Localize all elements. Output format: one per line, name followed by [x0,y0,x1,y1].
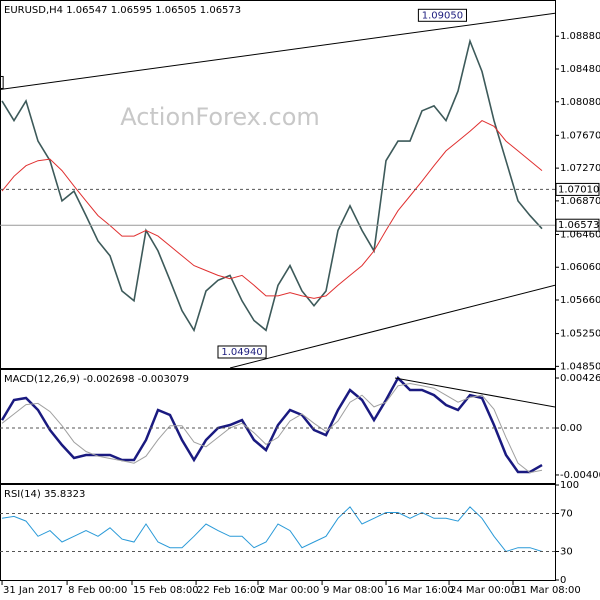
trendline [394,377,555,408]
series-line [1,506,543,553]
y-tick-label: 0.00 [560,423,582,434]
x-tick-label: 31 Jan 2017 [3,585,63,596]
y-tick-label: 1.08480 [560,64,600,75]
x-tick-label: 24 Mar 00:00 [450,585,517,596]
watermark: ActionForex.com [120,103,320,131]
price-label: 1.04940 [221,347,262,358]
y-tick-label: 70 [560,509,573,520]
y-tick-label: 1.06870 [560,196,600,207]
series-line [1,38,543,333]
panel-title: MACD(12,26,9) -0.002698 -0.003079 [4,374,189,385]
y-tick-label: 1.08880 [560,31,600,42]
y-tick-label: 1.08080 [560,97,600,108]
y-tick-label: 1.05660 [560,295,600,306]
price-label: 1.09050 [422,10,463,21]
series-line [1,382,543,474]
y-tick-label: 1.07670 [560,130,600,141]
x-tick-label: 22 Feb 16:00 [197,585,263,596]
level-label: 1.07010 [558,184,599,195]
y-tick-label: 100 [560,480,579,491]
x-tick-label: 8 Feb 00:00 [68,585,127,596]
panel-frame [0,484,556,581]
price-box [417,8,467,22]
y-tick-label: 0.004266 [560,373,600,384]
x-tick-label: 9 Mar 08:00 [323,585,383,596]
level-label: 1.06573 [558,220,599,231]
price-box [0,75,4,89]
x-tick-label: 31 Mar 08:00 [514,585,581,596]
level-box [555,182,600,196]
y-tick-label: 30 [560,547,573,558]
x-tick-label: 16 Mar 16:00 [387,585,454,596]
y-tick-label: 1.07270 [560,163,600,174]
panel-frame [0,0,556,369]
trendline [0,12,555,90]
y-tick-label: -0.004004 [560,470,600,481]
panel-title: EURUSD,H4 1.06547 1.06595 1.06505 1.0657… [4,5,241,16]
level-box [555,218,600,232]
price-box [217,345,267,359]
y-tick-label: 0 [560,575,566,586]
panel-title: RSI(14) 35.8323 [4,489,85,500]
y-tick-label: 1.04850 [560,361,600,372]
series-line [0,375,543,474]
panel [1,506,543,553]
y-tick-label: 1.05250 [560,329,600,340]
x-tick-label: 2 Mar 00:00 [259,585,319,596]
trendline [229,284,555,368]
x-tick-label: 15 Feb 08:00 [133,585,199,596]
panel [0,375,555,474]
y-tick-label: 1.06060 [560,262,600,273]
series-line [1,120,543,299]
y-tick-label: 1.06460 [560,229,600,240]
panel-frame [0,369,556,484]
